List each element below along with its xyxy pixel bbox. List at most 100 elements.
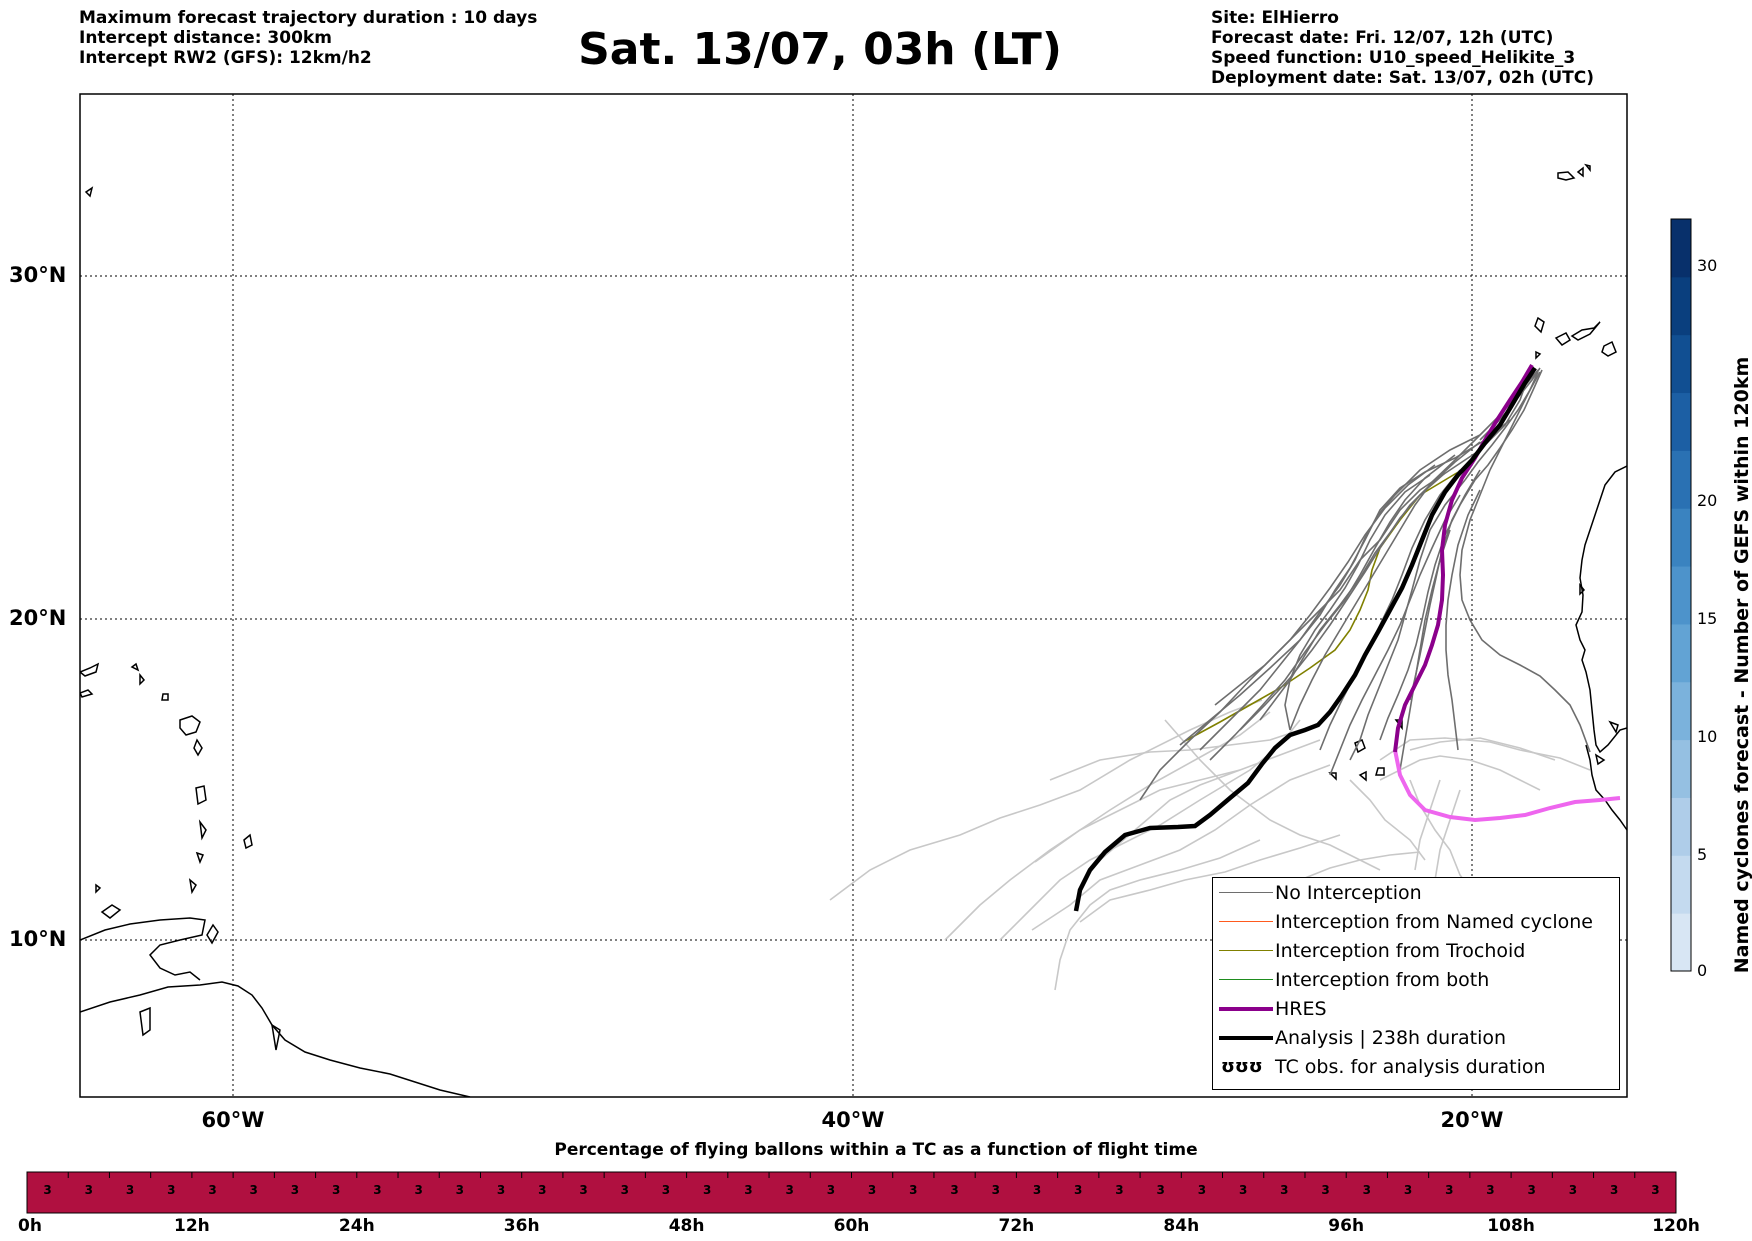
timebar-cell-value: 3 [1032,1183,1042,1197]
max-duration-text: Maximum forecast trajectory duration : 1… [79,8,538,28]
lat-label-30n: 30°N [9,263,67,287]
colorbar-band [1671,913,1691,972]
timebar-cell-value: 3 [125,1183,135,1197]
legend-label: Interception from both [1275,969,1490,991]
timebar-time-label: 108h [1487,1216,1535,1236]
analysis-trajectory [1073,366,1537,912]
timebar-time-label: 24h [338,1216,375,1236]
timebar-cell-value: 3 [1403,1183,1413,1197]
legend-label: HRES [1275,998,1327,1020]
tc-obs-symbol-icon: ʊʊʊ [1221,1056,1263,1077]
lat-label-10n: 10°N [9,927,67,951]
timebar-cell-value: 3 [1115,1183,1124,1197]
hres-trajectory-light [1393,749,1621,823]
timebar-cell-value: 3 [43,1183,52,1197]
timebar-cell-value: 3 [414,1183,423,1197]
no-interception-trajectories [1139,367,1591,801]
timebar-time-label: 120h [1652,1216,1700,1236]
lon-label-40w: 40°W [821,1108,885,1132]
colorbar-label: Named cyclones forecast - Number of GEFS… [1731,356,1752,974]
timebar-cell-value: 3 [1609,1183,1619,1197]
timebar-cell-value: 3 [455,1183,465,1197]
legend-label: Interception from Named cyclone [1275,911,1593,933]
timebar-time-label: 36h [503,1216,540,1236]
timebar-cell-value: 3 [744,1183,753,1197]
timebar-cell-value: 3 [991,1183,1000,1197]
timebar-cell-value: 3 [867,1183,877,1197]
header-right-info: Site: ElHierro Forecast date: Fri. 12/07… [1211,8,1594,88]
timebar-bar [26,1171,1677,1214]
coast-africa [1575,465,1627,754]
colorbar [1671,219,1691,972]
legend-item-analysis: Analysis | 238h duration [1213,1025,1619,1051]
colorbar-band [1671,334,1691,394]
timebar-cell-value: 3 [1156,1183,1165,1197]
colorbar-band [1671,681,1691,741]
timebar-cell-value: 3 [1445,1183,1454,1197]
colorbar-tick: 15 [1697,609,1718,628]
timebar-cell-value: 3 [332,1183,341,1197]
page-title: Sat. 13/07, 03h (LT) [578,24,1062,75]
colorbar-band [1671,392,1691,451]
forecast-date-text: Forecast date: Fri. 12/07, 12h (UTC) [1211,28,1554,48]
timebar-cell-value: 3 [84,1183,93,1197]
colorbar-tick: 30 [1697,256,1718,275]
map-legend: No Interception Interception from Named … [1212,877,1620,1090]
timebar-cell-value: 3 [1280,1183,1289,1197]
legend-swatch [1219,1036,1273,1040]
timebar-cell-value: 3 [661,1183,671,1197]
timebar-time-label: 12h [174,1216,210,1236]
timebar-cell-value: 3 [1321,1183,1330,1197]
site-text: Site: ElHierro [1211,8,1339,28]
intercept-distance-text: Intercept distance: 300km [79,28,332,48]
timebar-cell-value: 3 [1238,1183,1248,1197]
header-left-info: Maximum forecast trajectory duration : 1… [79,8,537,68]
timebar-cell-value: 3 [950,1183,959,1197]
timebar-cell-value: 3 [249,1183,258,1197]
legend-item-no-interception: No Interception [1213,880,1619,906]
hres-trajectory [1393,363,1534,753]
colorbar-band [1671,739,1691,798]
colorbar-frame [1670,218,1692,972]
timebar-cell-value: 3 [496,1183,506,1197]
coast-south-america [80,981,471,1097]
legend-item-both: Interception from both [1213,967,1619,993]
timebar-time-label: 96h [1328,1216,1365,1236]
colorbar-band [1671,276,1691,336]
timebar-cell-value: 3 [579,1183,588,1197]
timebar-time-label: 48h [668,1216,705,1236]
deployment-date-text: Deployment date: Sat. 13/07, 02h (UTC) [1211,68,1595,88]
lon-label-60w: 60°W [201,1108,265,1132]
legend-swatch [1219,892,1273,893]
legend-item-tc-obs: ʊʊʊ TC obs. for analysis duration [1213,1054,1619,1080]
coastlines [80,163,1627,1097]
timebar-cell-value: 3 [1486,1183,1495,1197]
timebar-cell-value: 3 [1362,1183,1371,1197]
timebar-cell-value: 3 [290,1183,300,1197]
timebar-time-label: 0h [18,1216,42,1236]
colorbar-band [1671,797,1691,856]
legend-swatch [1219,950,1273,951]
legend-label: TC obs. for analysis duration [1275,1056,1546,1078]
lon-label-20w: 20°W [1440,1108,1504,1132]
colorbar-band [1671,450,1691,509]
timebar-cell-value: 3 [1197,1183,1207,1197]
colorbar-tick: 20 [1697,491,1718,510]
legend-item-named-cyclone: Interception from Named cyclone [1213,909,1619,935]
colorbar-tick: 0 [1697,961,1708,980]
timebar-cell-value: 3 [1568,1183,1578,1197]
colorbar-band [1671,566,1691,625]
timebar-time-label: 60h [833,1216,870,1236]
legend-item-hres: HRES [1213,996,1619,1022]
colorbar-band [1671,855,1691,914]
legend-label: Interception from Trochoid [1275,940,1526,962]
timebar-cell-value: 3 [1527,1183,1536,1197]
legend-swatch [1219,979,1273,980]
legend-swatch [1219,921,1273,922]
colorbar-tick: 5 [1697,845,1708,864]
colorbar-band [1671,623,1691,683]
legend-item-trochoid: Interception from Trochoid [1213,938,1619,964]
timebar-cell-value: 3 [1651,1183,1660,1197]
legend-swatch [1219,1007,1273,1011]
colorbar-tick: 10 [1697,727,1718,746]
